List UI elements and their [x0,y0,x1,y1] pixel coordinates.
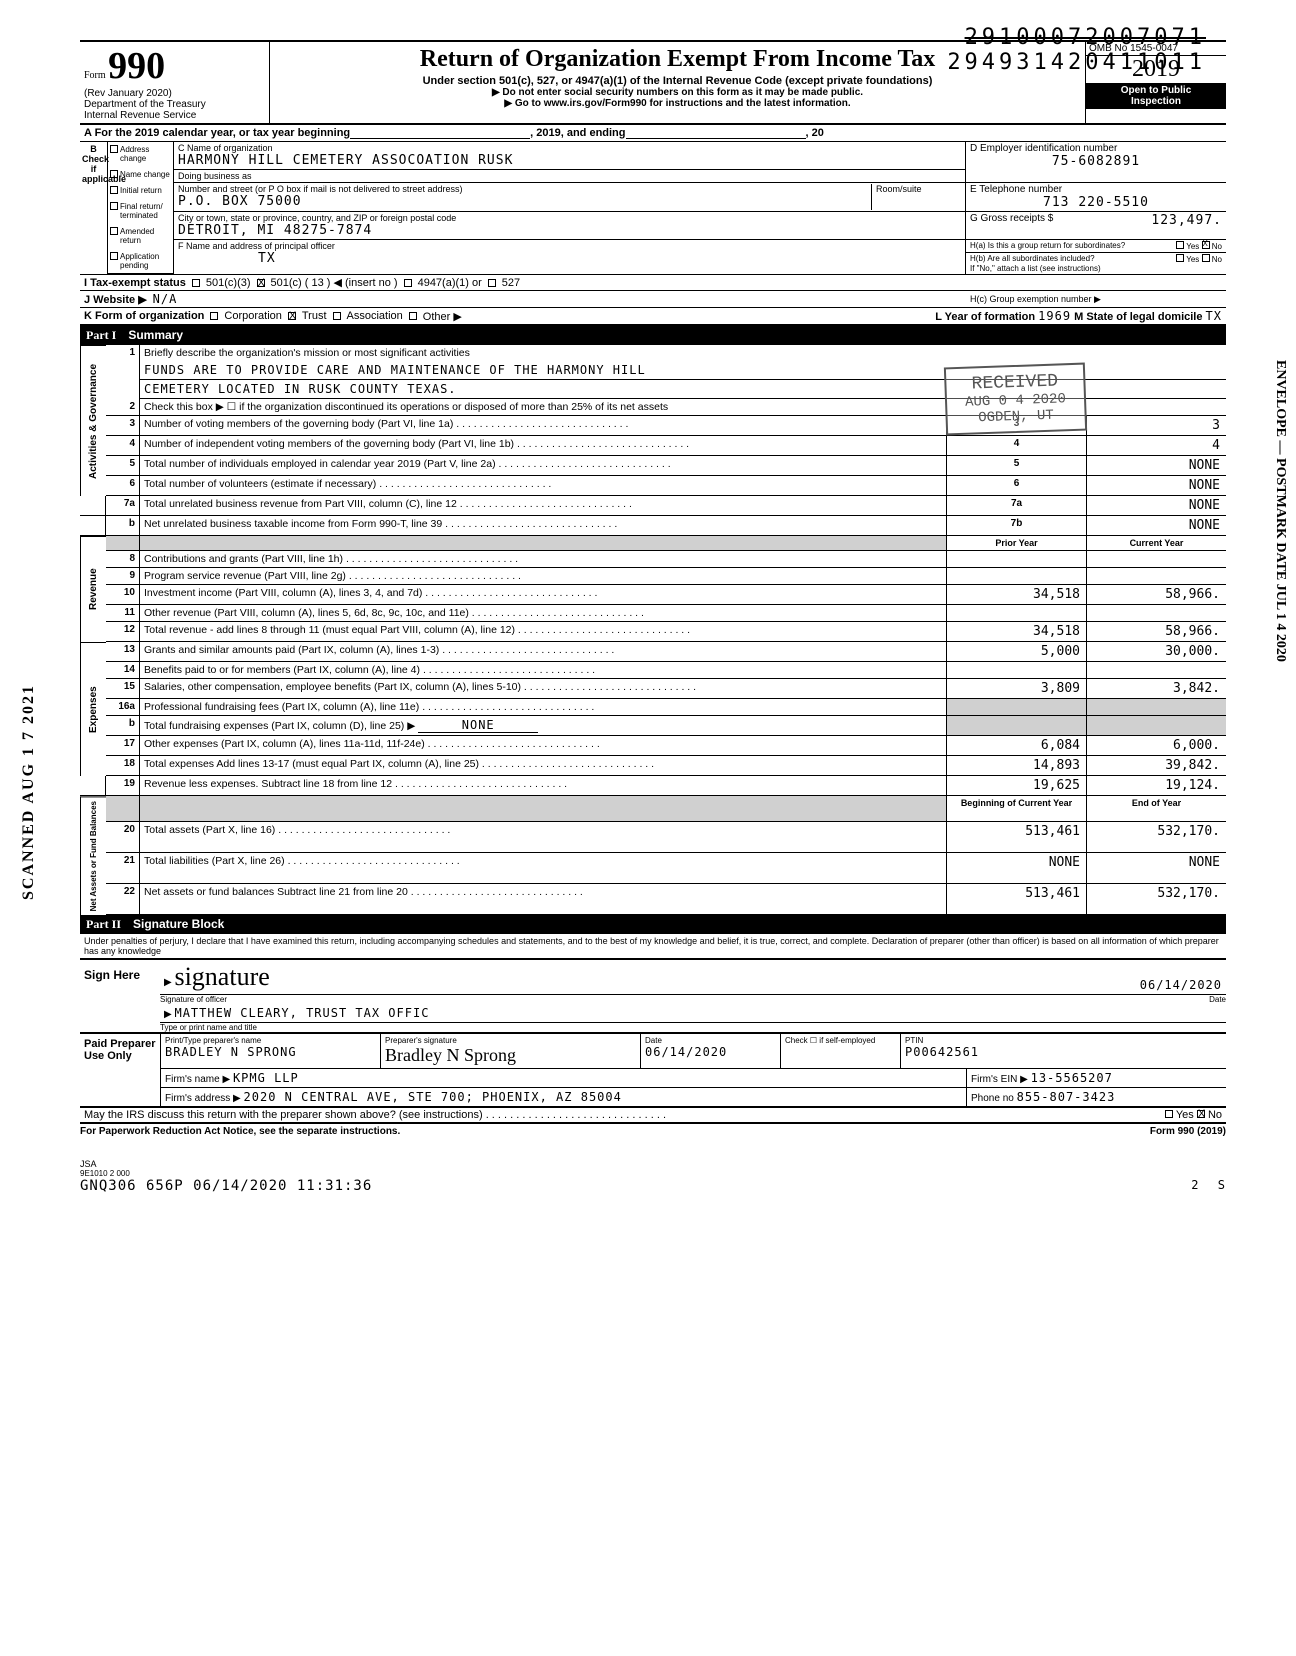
gross-lbl: G Gross receipts $ [970,213,1053,238]
vlabel-revenue: Revenue [80,536,106,642]
city: DETROIT, MI 48275-7874 [178,223,961,238]
chk-initial[interactable] [110,186,118,194]
line-k: K Form of organization Corporation XTrus… [80,308,1226,326]
val-6: NONE [1086,476,1226,496]
ssn-warning: ▶ Do not enter social security numbers o… [276,87,1079,98]
firm-name: KPMG LLP [233,1071,299,1085]
firm-addr: 2020 N CENTRAL AVE, STE 700; PHOENIX, AZ… [244,1090,622,1104]
c-name-lbl: C Name of organization [178,143,961,153]
footer: For Paperwork Reduction Act Notice, see … [80,1124,1226,1139]
ein: 75-6082891 [970,154,1222,169]
part2-header: Part IISignature Block [80,915,1226,934]
officer-name: MATTHEW CLEARY, TRUST TAX OFFIC [174,1006,429,1020]
val-5: NONE [1086,456,1226,476]
check-b-label: BCheck if applicable [80,142,108,274]
vlabel-expenses: Expenses [80,642,106,776]
sig-date: 06/14/2020 [1140,978,1222,992]
form-number: 990 [108,45,165,87]
block-bc: BCheck if applicable Address change Name… [80,142,1226,275]
line-j: J Website ▶ N/A [80,291,966,308]
state-domicile: TX [1206,309,1222,323]
mission-2: CEMETERY LOCATED IN RUSK COUNTY TEXAS. [144,382,457,396]
rev-date: (Rev January 2020) [84,88,265,99]
preparer-name: BRADLEY N SPRONG [165,1045,297,1059]
officer-addr: TX [178,251,961,266]
dln: 294931420411011 [947,50,1206,75]
subtitle: Under section 501(c), 527, or 4947(a)(1)… [276,75,1079,87]
preparer-block: Paid Preparer Use Only Print/Type prepar… [80,1034,1226,1108]
gross-receipts: 123,497. [1151,213,1222,238]
phone: 713 220-5510 [970,195,1222,210]
org-name: HARMONY HILL CEMETERY ASSOCOATION RUSK [178,153,961,168]
line-a: A For the 2019 calendar year, or tax yea… [80,125,1226,142]
city-lbl: City or town, state or province, country… [178,213,961,223]
year-formed: 1969 [1038,309,1071,323]
street: P.O. BOX 75000 [178,194,871,209]
dln-strike: 29100072007071 [965,25,1206,50]
footer-code: GNQ306 656P 06/14/2020 11:31:36 [80,1178,372,1194]
mission-1: FUNDS ARE TO PROVIDE CARE AND MAINTENANC… [144,363,646,377]
inspection: Inspection [1089,96,1223,107]
sign-here-lbl: Sign Here [80,960,160,1032]
paid-prep-lbl: Paid Preparer Use Only [80,1034,160,1106]
ein-lbl: D Employer identification number [970,143,1222,154]
ptin: P00642561 [905,1045,979,1059]
jsa: JSA [80,1159,1226,1169]
irs: Internal Revenue Service [84,110,265,121]
val-7a: NONE [1086,496,1226,516]
dept: Department of the Treasury [84,99,265,110]
line-i: I Tax-exempt status 501(c)(3) X501(c) ( … [80,275,1226,291]
vlabel-activities: Activities & Governance [80,345,106,496]
val-7b: NONE [1086,516,1226,536]
firm-phone: 855-807-3423 [1017,1090,1116,1104]
chk-final[interactable] [110,202,118,210]
dba-lbl: Doing business as [178,171,961,181]
envelope-stamp: ENVELOPE — POSTMARK DATE JUL 1 4 2020 [1272,360,1288,662]
scanned-stamp: SCANNED AUG 1 7 2021 [20,684,38,900]
line-hc: H(c) Group exemption number ▶ [966,291,1226,308]
val-4: 4 [1086,436,1226,456]
val-3: 3 [1086,416,1226,436]
firm-ein: 13-5565207 [1031,1071,1113,1085]
part1-header: Part ISummary [80,326,1226,345]
website: N/A [153,292,178,306]
open-public: Open to Public [1089,85,1223,96]
received-stamp: RECEIVED AUG 0 4 2020 OGDEN, UT [944,363,1087,436]
vlabel-netassets: Net Assets or Fund Balances [80,796,106,915]
signature-block: Sign Here ▶ signature 06/14/2020 Signatu… [80,958,1226,1034]
f-lbl: F Name and address of principal officer [178,241,961,251]
chk-address[interactable] [110,145,118,153]
perjury-text: Under penalties of perjury, I declare th… [80,934,1226,958]
chk-name[interactable] [110,170,118,178]
phone-lbl: E Telephone number [970,184,1222,195]
chk-application[interactable] [110,252,118,260]
goto-link: ▶ Go to www.irs.gov/Form990 for instruct… [276,98,1079,109]
discuss-line: May the IRS discuss this return with the… [80,1108,1226,1124]
street-lbl: Number and street (or P O box if mail is… [178,184,871,194]
chk-amended[interactable] [110,227,118,235]
